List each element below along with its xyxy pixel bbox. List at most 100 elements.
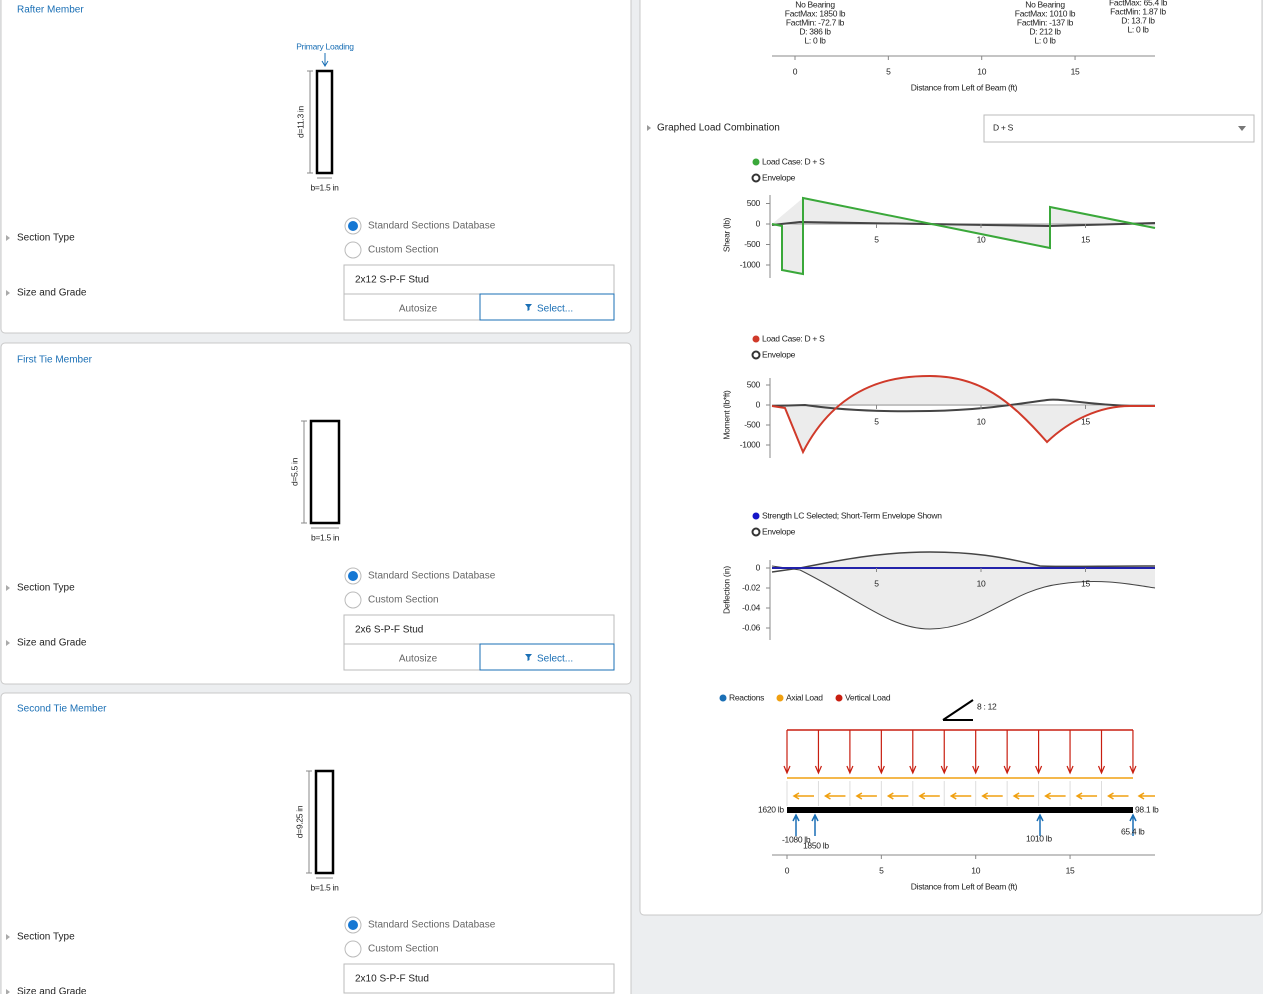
legend-label: Strength LC Selected; Short-Term Envelop… xyxy=(762,510,942,520)
legend-label: Envelope xyxy=(762,172,796,182)
legend-label: Reactions xyxy=(729,692,764,702)
legend-ring xyxy=(751,173,761,183)
expander xyxy=(6,235,10,241)
caret xyxy=(1238,126,1246,131)
x-axis-label: Distance from Left of Beam (ft) xyxy=(911,82,1018,92)
radio-dot xyxy=(348,221,358,231)
legend-label: Axial Load xyxy=(786,692,823,702)
deflection-fill xyxy=(800,552,1155,629)
load-label: 1010 lb xyxy=(1026,833,1052,843)
radio-label: Standard Sections Database xyxy=(368,221,496,232)
field-label: Size and Grade xyxy=(17,987,87,994)
dropdown[interactable] xyxy=(983,114,1255,143)
dropdown-value: D + S xyxy=(993,122,1014,132)
x-tick-label: 5 xyxy=(874,234,879,244)
autosize-label: Autosize xyxy=(399,304,438,315)
radio-label: Custom Section xyxy=(368,944,439,955)
load-label: Primary Loading xyxy=(296,41,354,51)
axial-arrow xyxy=(1075,792,1098,800)
load-label: 65.4 lb xyxy=(1121,826,1145,836)
field-label: Size and Grade xyxy=(17,638,87,649)
reaction-arrow xyxy=(1129,813,1137,836)
load-arrow xyxy=(321,53,329,67)
reaction-label: FactMax: 65.4 lb xyxy=(1109,0,1168,7)
x-tick-label: 5 xyxy=(874,416,879,426)
envelope xyxy=(771,220,1156,228)
load-label: 1850 lb xyxy=(803,840,829,850)
reaction-label: D: 13.7 lb xyxy=(1121,15,1155,25)
expander xyxy=(647,125,651,131)
filter-icon xyxy=(525,654,532,661)
legend-label: Vertical Load xyxy=(845,692,891,702)
legend-label: Envelope xyxy=(762,349,796,359)
reaction-label: No Bearing xyxy=(1025,0,1065,9)
y-axis-label: Deflection (in) xyxy=(721,566,731,614)
y-axis-label: Shear (lb) xyxy=(721,217,731,252)
vertical-load-arrow xyxy=(814,730,823,775)
reaction-label: FactMin: -137 lb xyxy=(1017,17,1074,27)
radio-label: Standard Sections Database xyxy=(368,920,496,931)
radio[interactable] xyxy=(344,241,362,259)
expander xyxy=(6,640,10,646)
field-label: Section Type xyxy=(17,233,75,244)
size-value: 2x12 S-P-F Stud xyxy=(355,275,429,286)
depth-label: d=11.3 in xyxy=(295,105,305,137)
select-button[interactable] xyxy=(479,293,615,321)
autosize-button[interactable] xyxy=(343,293,481,321)
select-button[interactable] xyxy=(479,643,615,671)
size-value: 2x10 S-P-F Stud xyxy=(355,974,429,985)
x-axis-label: Distance from Left of Beam (ft) xyxy=(911,881,1018,891)
x-tick-label: 10 xyxy=(977,234,986,244)
load-label: 98.1 lb xyxy=(1135,804,1159,814)
vertical-load-arrow xyxy=(940,730,948,775)
axial-arrow xyxy=(1044,792,1066,800)
y-tick-label: -1000 xyxy=(740,259,761,269)
x-tick-label: 5 xyxy=(874,578,879,588)
dim-line xyxy=(306,770,312,874)
y-tick-label: -500 xyxy=(744,239,760,249)
legend-dot xyxy=(835,694,843,702)
slope-label: 8 : 12 xyxy=(977,701,997,711)
vertical-load-arrow xyxy=(1035,730,1043,775)
legend-label: Envelope xyxy=(762,526,796,536)
reaction-label: No Bearing xyxy=(795,0,835,9)
radio-label: Standard Sections Database xyxy=(368,571,496,582)
size-input[interactable] xyxy=(343,963,615,994)
y-tick-label: -1000 xyxy=(740,439,761,449)
reaction-label: D: 386 lb xyxy=(799,26,831,36)
reaction-label: FactMax: 1010 lb xyxy=(1015,8,1076,18)
axial-arrow xyxy=(981,792,1003,800)
field-label: Section Type xyxy=(17,932,75,943)
size-input[interactable] xyxy=(343,614,615,645)
reaction-label: L: 0 lb xyxy=(1034,35,1056,45)
vertical-load-arrow xyxy=(909,730,917,775)
axial-arrow xyxy=(855,792,877,800)
y-tick-label: 500 xyxy=(747,379,761,389)
expander xyxy=(6,934,10,940)
select-label: Select... xyxy=(537,304,573,315)
dropdown-label: Graphed Load Combination xyxy=(657,123,780,134)
depth-label: d=5.5 in xyxy=(289,457,299,486)
radio[interactable] xyxy=(344,591,362,609)
slope-icon xyxy=(942,699,974,721)
shear-curve xyxy=(771,196,1156,276)
x-tick-label: 0 xyxy=(785,865,790,875)
y-tick-label: -0.06 xyxy=(742,622,760,632)
beam xyxy=(787,807,1133,813)
legend-dot xyxy=(752,335,760,343)
legend-label: Load Case: D + S xyxy=(762,333,825,343)
legend-ring xyxy=(751,350,761,360)
vertical-load-arrow xyxy=(846,730,854,775)
moment-fill xyxy=(772,376,1155,452)
radio-dot xyxy=(348,571,358,581)
width-label: b=1.5 in xyxy=(310,182,339,192)
radio-dot xyxy=(348,920,358,930)
field-label: Section Type xyxy=(17,583,75,594)
x-tick-label: 5 xyxy=(886,66,891,76)
x-tick-label: 0 xyxy=(793,66,798,76)
radio[interactable] xyxy=(344,940,362,958)
axial-arrow xyxy=(792,792,814,800)
legend-dot xyxy=(719,694,727,702)
x-tick-label: 10 xyxy=(971,865,980,875)
